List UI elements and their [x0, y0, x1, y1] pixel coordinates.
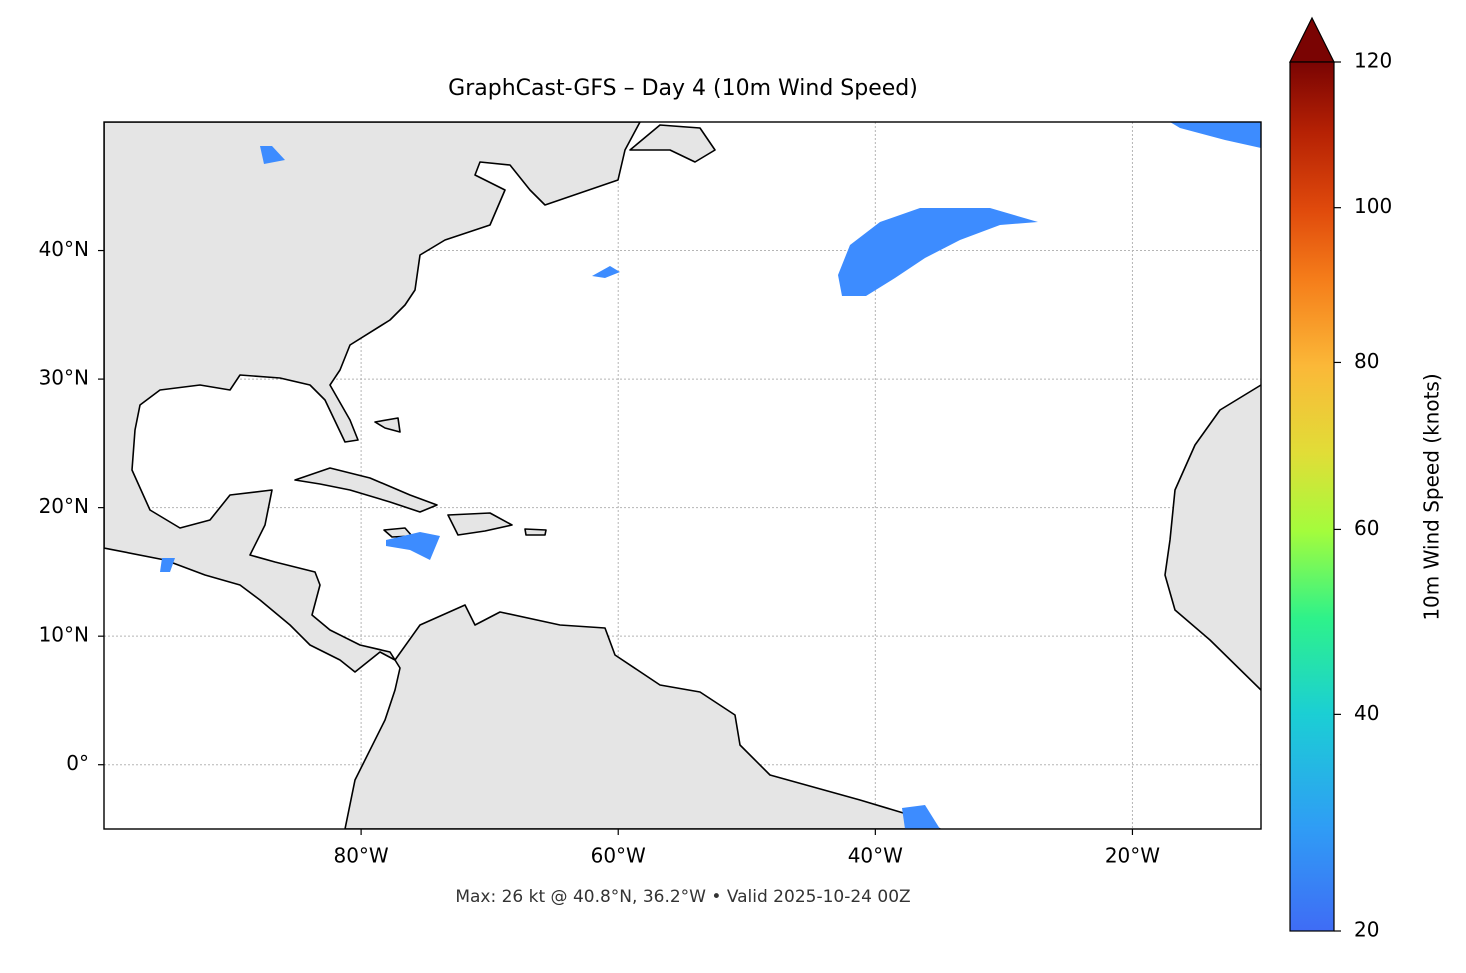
wind-swath — [1170, 122, 1261, 148]
hispaniola — [447, 512, 513, 536]
map-area — [104, 122, 1261, 829]
wind-swath — [386, 532, 440, 560]
title: GraphCast-GFS – Day 4 (10m Wind Speed) — [448, 76, 918, 101]
colorbar-tick-label: 20 — [1354, 918, 1379, 942]
wind-swath — [902, 805, 940, 829]
x-tick-label: 60°W — [591, 844, 646, 868]
wind-swath — [260, 146, 285, 164]
wind-swath — [838, 208, 1038, 296]
colorbar-extend — [1289, 16, 1335, 63]
footer: Max: 26 kt @ 40.8°N, 36.2°W • Valid 2025… — [455, 887, 910, 907]
colorbar-tick-label: 120 — [1354, 49, 1392, 73]
x-tick-label: 80°W — [333, 844, 388, 868]
north-america — [104, 122, 641, 673]
y-tick-label: 20°N — [39, 494, 89, 518]
wind-swath — [160, 558, 175, 572]
bahamas — [374, 417, 401, 433]
newfoundland — [629, 124, 716, 163]
colorbar-label: 10m Wind Speed (knots) — [1420, 373, 1444, 620]
colorbar-axis: 20 40 60 80 100 120 — [1334, 49, 1392, 942]
y-tick-label: 0° — [66, 751, 89, 775]
colorbar-tick-label: 40 — [1354, 701, 1379, 725]
colorbar-tick-label: 60 — [1354, 516, 1379, 540]
south-america — [344, 604, 941, 829]
y-tick-label: 40°N — [39, 237, 89, 261]
cuba — [294, 467, 438, 513]
colorbar-tick-label: 80 — [1354, 349, 1379, 373]
colorbar-tick-label: 100 — [1354, 194, 1392, 218]
x-tick-label: 40°W — [848, 844, 903, 868]
x-tick-label: 20°W — [1105, 844, 1160, 868]
africa — [1164, 384, 1261, 691]
axes: 80°W 60°W 40°W 20°W 0° 10°N 20°N 30°N 40°N — [39, 237, 1161, 867]
wind-swath — [592, 266, 620, 278]
y-tick-label: 30°N — [39, 366, 89, 390]
y-tick-label: 10°N — [39, 623, 89, 647]
colorbar — [1289, 61, 1335, 932]
map-frame — [103, 121, 1262, 830]
puerto-rico — [524, 528, 547, 536]
